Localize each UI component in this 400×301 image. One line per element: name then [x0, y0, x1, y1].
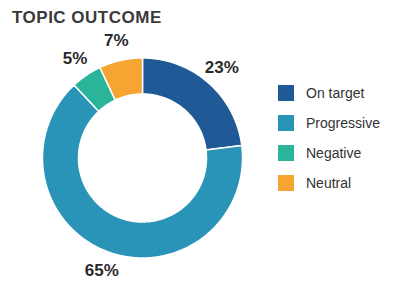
html-text:On target: On target — [306, 85, 365, 101]
svg-text:23%: 23% — [205, 58, 239, 77]
svg-text:7%: 7% — [104, 31, 129, 50]
html-text:TOPIC OUTCOME: TOPIC OUTCOME — [12, 8, 162, 27]
html-text:Negative: Negative — [306, 145, 362, 161]
svg-text:65%: 65% — [85, 261, 119, 280]
html-text:Neutral: Neutral — [306, 175, 352, 191]
html-text:Progressive: Progressive — [306, 115, 380, 131]
svg-text:5%: 5% — [63, 49, 88, 68]
